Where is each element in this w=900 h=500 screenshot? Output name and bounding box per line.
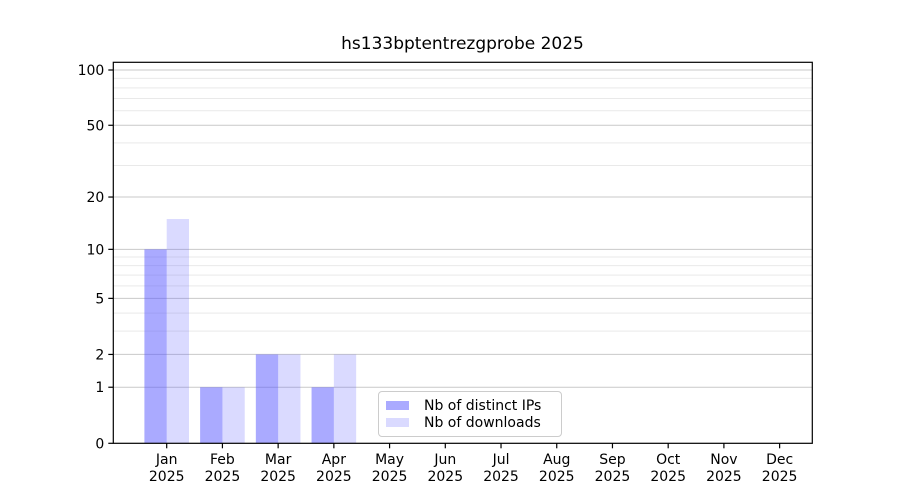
y-tick-label: 5	[95, 291, 104, 307]
y-tick-label: 100	[78, 63, 105, 79]
plot-frame	[112, 61, 813, 444]
legend-swatch-distinct-ips-icon	[386, 401, 409, 410]
legend-item-downloads: Nb of downloads	[386, 414, 553, 431]
bar-distinct-ips-mar	[255, 354, 279, 444]
x-tick-label-mar: Mar 2025	[260, 452, 296, 485]
legend-label-distinct-ips: Nb of distinct IPs	[424, 397, 542, 414]
bar-distinct-ips-apr	[311, 387, 334, 444]
legend-swatch-downloads-icon	[386, 418, 409, 427]
x-tick-label-sep: Sep 2025	[595, 452, 631, 485]
x-tick-label-aug: Aug 2025	[539, 452, 575, 485]
bar-downloads-jan	[166, 219, 189, 444]
legend-item-distinct-ips: Nb of distinct IPs	[386, 397, 553, 414]
x-tick-label-nov: Nov 2025	[706, 452, 742, 485]
x-tick-label-jan: Jan 2025	[149, 452, 185, 485]
y-tick-label: 1	[95, 380, 104, 396]
bar-distinct-ips-feb	[200, 387, 223, 444]
x-tick-label-dec: Dec 2025	[762, 452, 798, 485]
x-tick-label-oct: Oct 2025	[650, 452, 686, 485]
bar-downloads-feb	[222, 387, 245, 444]
y-tick-label: 0	[95, 436, 104, 452]
bar-downloads-mar	[278, 354, 301, 444]
x-tick-label-jun: Jun 2025	[427, 452, 463, 485]
x-tick-label-jul: Jul 2025	[483, 452, 519, 485]
legend-label-downloads: Nb of downloads	[424, 414, 541, 431]
bar-distinct-ips-jan	[144, 249, 167, 444]
bar-downloads-apr	[333, 354, 357, 444]
legend: Nb of distinct IPs Nb of downloads	[378, 391, 562, 437]
y-tick-label: 2	[95, 347, 104, 363]
x-tick-label-may: May 2025	[372, 452, 408, 485]
y-tick-label: 50	[86, 118, 104, 134]
chart-title: hs133bptentrezgprobe 2025	[341, 34, 584, 54]
x-tick-label-feb: Feb 2025	[205, 452, 241, 485]
x-tick-label-apr: Apr 2025	[316, 452, 352, 485]
y-tick-label: 10	[86, 242, 104, 258]
y-tick-label: 20	[86, 190, 104, 206]
